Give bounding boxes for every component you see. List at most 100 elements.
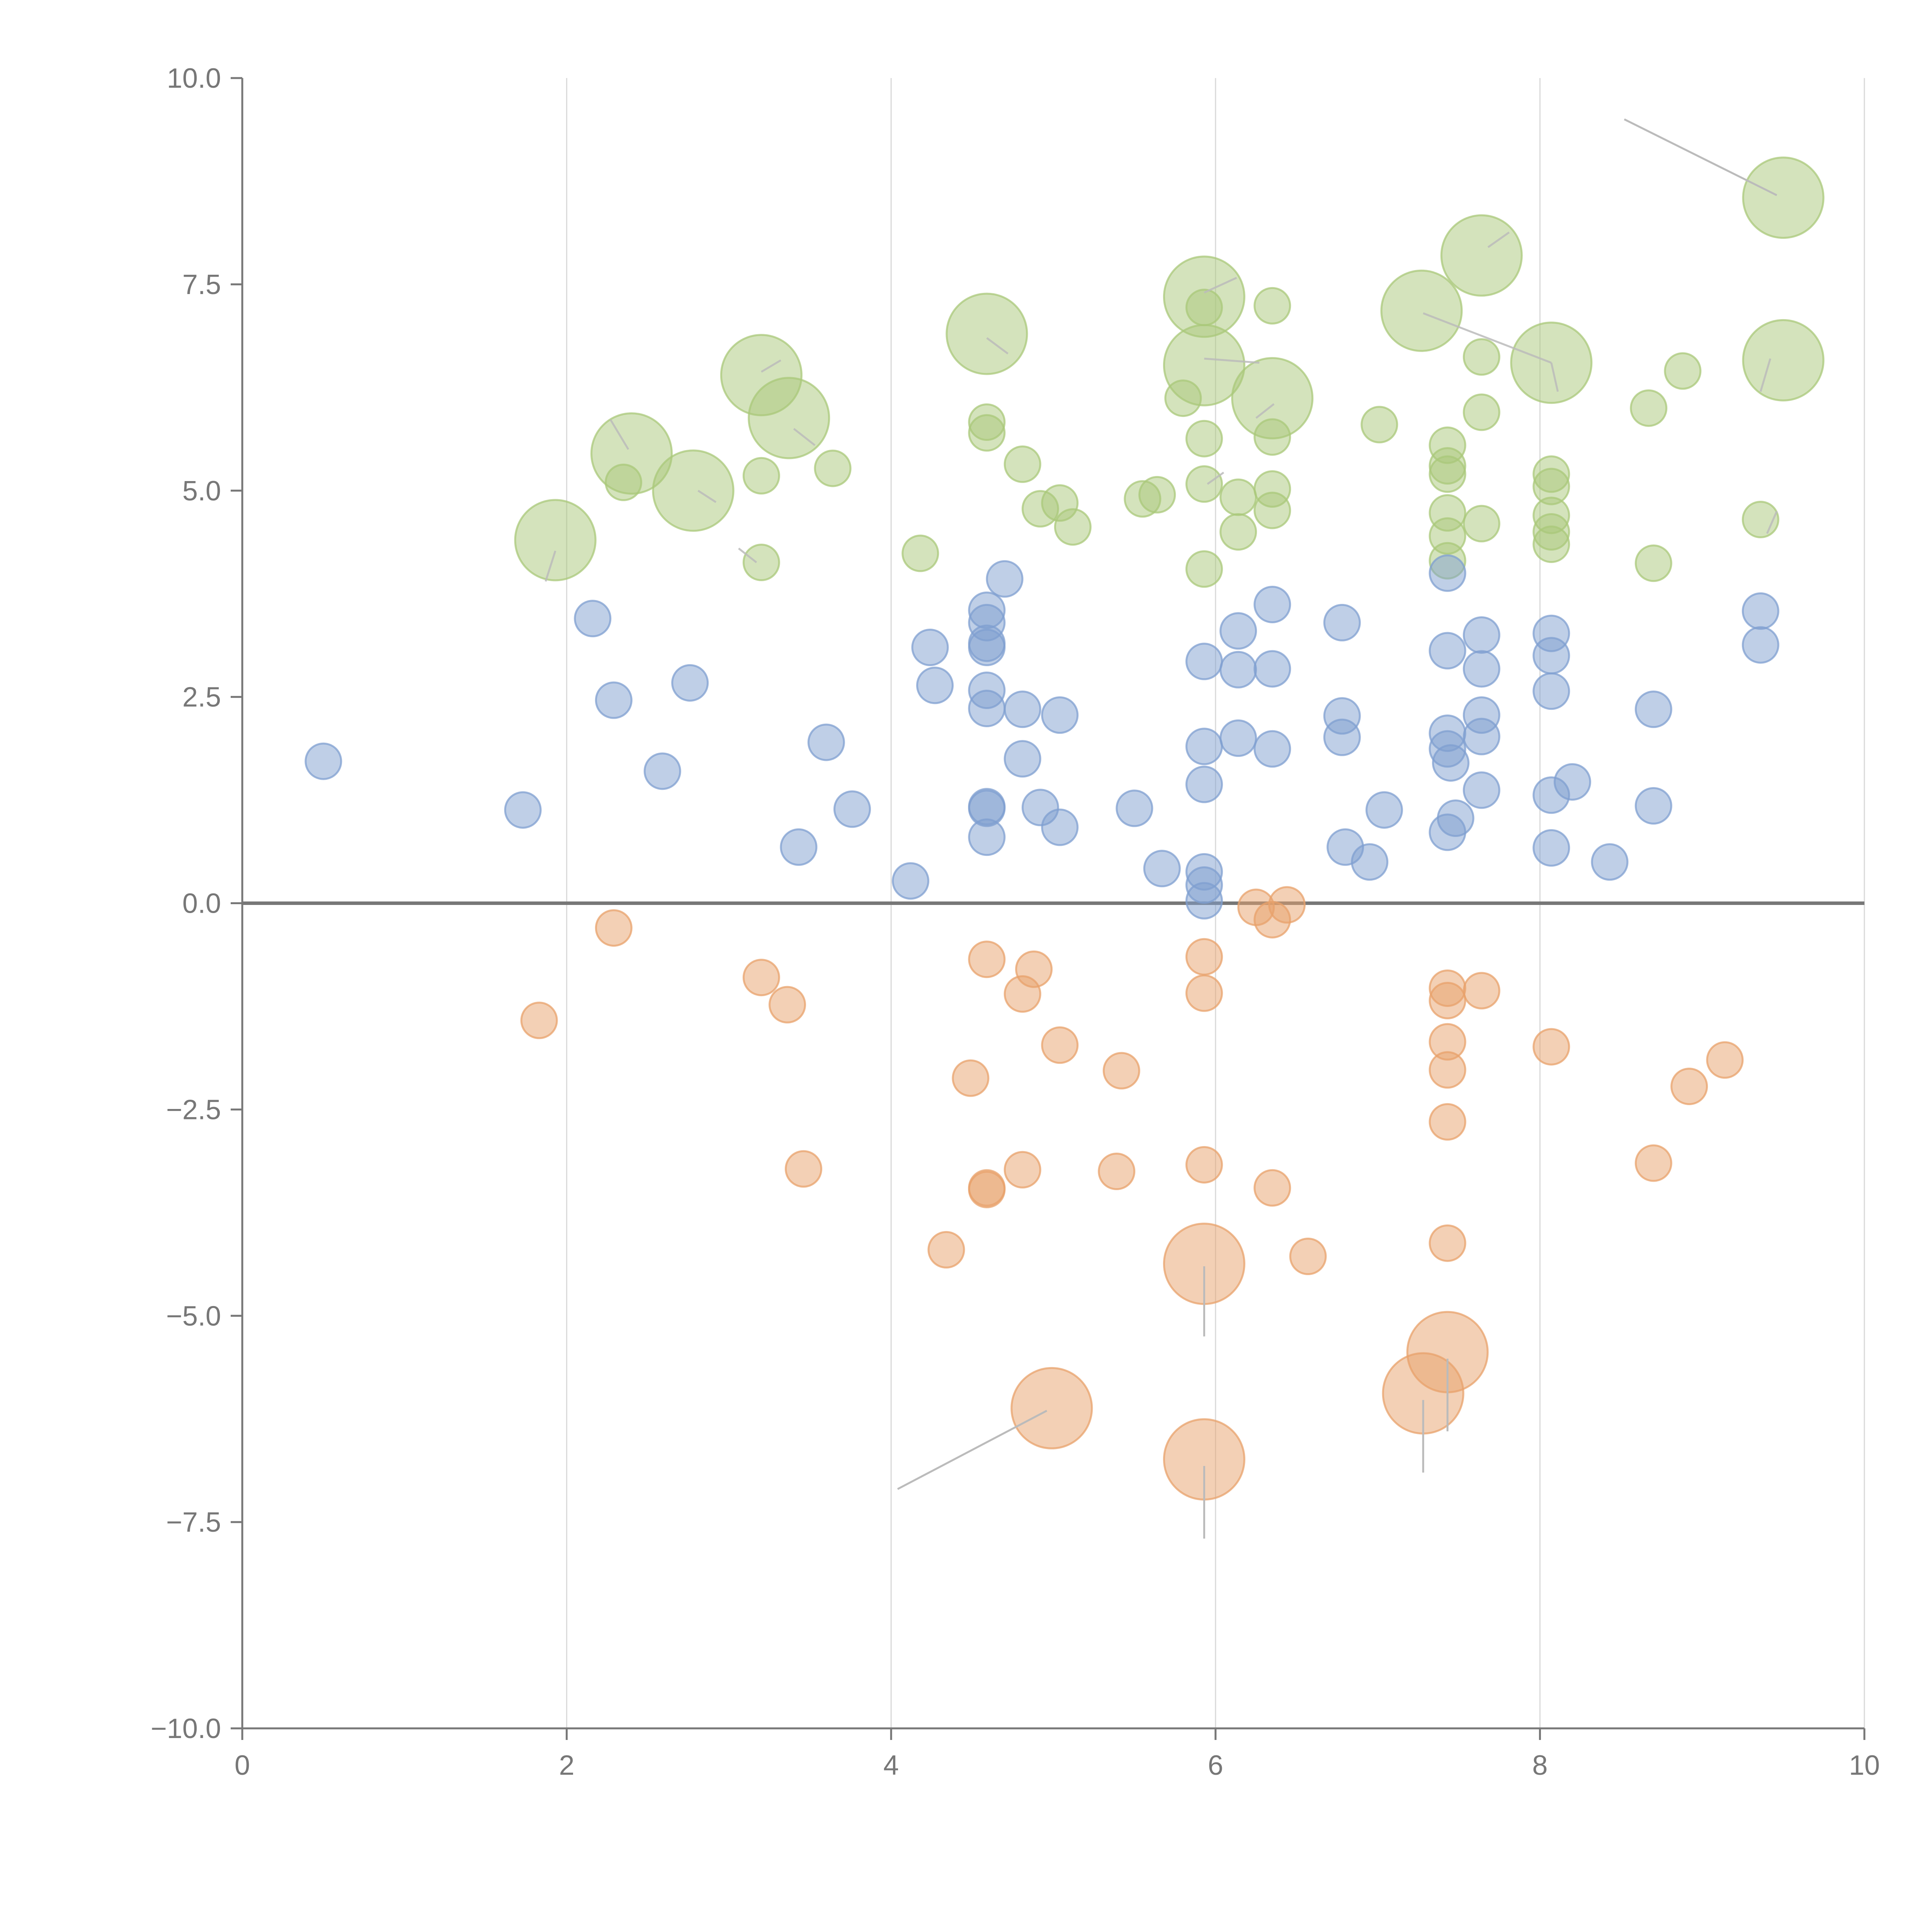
blue-bubble-48 (1429, 632, 1466, 670)
leader-line-8 (761, 359, 782, 373)
bubbles (304, 156, 1825, 1501)
blue-bubble-63 (1553, 763, 1591, 801)
blue-bubble-26 (1041, 808, 1079, 846)
y-tick-label-1: 7.5 (182, 269, 221, 300)
green-bubble-54 (1664, 352, 1702, 390)
orange-bubble-7 (742, 959, 780, 997)
orange-bubble-10 (927, 1231, 965, 1269)
blue-bubble-55 (1463, 650, 1500, 688)
blue-bubble-69 (1742, 626, 1779, 664)
green-bubble-20 (968, 414, 1006, 452)
axes (231, 77, 1866, 1740)
green-bubble-33 (1219, 513, 1257, 551)
leader-line-20 (1207, 471, 1225, 485)
leader-line-0 (1624, 118, 1777, 196)
green-bubble-28 (1185, 289, 1223, 327)
blue-bubble-31 (1185, 765, 1223, 803)
green-bubble-9 (1380, 269, 1463, 352)
green-bubble-0 (514, 499, 597, 582)
orange-bubble-18 (1041, 1026, 1079, 1064)
orange-bubble-11 (952, 1059, 990, 1097)
blue-bubble-47 (1429, 554, 1466, 592)
blue-bubble-54 (1463, 616, 1500, 654)
blue-bubble-68 (1742, 592, 1779, 630)
blue-bubble-29 (1185, 643, 1223, 680)
leader-line-17 (1759, 358, 1771, 392)
blue-bubble-7 (807, 723, 845, 761)
green-bubble-13 (1742, 319, 1825, 401)
leader-line-1 (897, 1410, 1048, 1490)
blue-bubble-45 (1351, 843, 1389, 881)
green-bubble-41 (1429, 455, 1466, 493)
blue-bubble-23 (1003, 740, 1041, 778)
green-bubble-45 (1463, 338, 1500, 376)
blue-bubble-38 (1253, 585, 1291, 623)
green-bubble-32 (1219, 478, 1257, 516)
orange-bubble-6 (595, 909, 633, 947)
green-bubble-53 (1630, 389, 1668, 427)
green-bubble-26 (1138, 476, 1176, 514)
blue-bubble-51 (1432, 744, 1470, 782)
blue-bubble-34 (1185, 882, 1223, 920)
green-bubble-14 (605, 463, 643, 501)
orange-bubble-37 (1634, 1144, 1672, 1182)
green-bubble-24 (1054, 508, 1092, 546)
green-bubble-38 (1361, 406, 1398, 444)
blue-bubble-10 (911, 628, 949, 666)
y-tick-label-5: −2.5 (166, 1094, 221, 1125)
green-bubble-35 (1253, 418, 1291, 456)
blue-bubble-1 (504, 791, 542, 829)
orange-bubble-16 (1003, 1151, 1041, 1189)
y-tick-label-4: 0.0 (182, 888, 221, 919)
green-bubble-52 (1532, 526, 1570, 563)
blue-bubble-65 (1591, 843, 1629, 881)
green-bubble-55 (1634, 544, 1672, 582)
leader-line-6 (609, 419, 629, 450)
blue-bubble-3 (595, 681, 633, 719)
blue-bubble-6 (780, 828, 818, 866)
orange-bubble-21 (1185, 938, 1223, 976)
orange-bubble-17 (1015, 950, 1053, 988)
green-bubble-17 (814, 449, 852, 487)
blue-bubble-64 (1532, 829, 1570, 867)
blue-bubble-11 (916, 667, 954, 704)
blue-bubble-5 (671, 664, 709, 702)
blue-bubble-61 (1532, 672, 1570, 710)
y-tick-label-0: 10.0 (167, 63, 221, 94)
orange-bubble-14 (968, 1171, 1006, 1209)
blue-bubble-36 (1219, 651, 1257, 689)
blue-bubble-4 (643, 752, 681, 790)
green-bubble-10 (1440, 214, 1523, 297)
y-tick-label-3: 2.5 (182, 682, 221, 713)
blue-bubble-46 (1365, 791, 1403, 829)
leader-lines (544, 118, 1778, 1539)
orange-bubble-8 (769, 986, 806, 1024)
tick-labels: 10.0 7.5 5.0 2.5 0.0 −2.5 −5.0 −7.5 −10.0 0 2 4 6 8 10 (151, 63, 1880, 1781)
green-bubble-31 (1185, 550, 1223, 588)
blue-bubble-60 (1532, 637, 1570, 675)
orange-bubble-20 (1102, 1052, 1140, 1090)
blue-bubble-25 (1041, 696, 1079, 734)
leader-line-18 (697, 490, 717, 503)
leader-line-15 (1487, 231, 1510, 248)
blue-bubble-67 (1634, 787, 1672, 825)
leader-line-9 (793, 428, 816, 446)
blue-bubble-22 (1003, 690, 1041, 728)
blue-bubble-27 (1116, 789, 1153, 827)
orange-bubble-0 (1010, 1367, 1093, 1449)
blue-bubble-9 (892, 862, 930, 900)
green-bubble-18 (901, 534, 939, 572)
blue-bubble-21 (986, 560, 1024, 598)
green-bubble-29 (1185, 420, 1223, 457)
blue-bubble-39 (1253, 650, 1291, 688)
orange-bubble-27 (1253, 1169, 1291, 1207)
blue-bubble-8 (833, 790, 871, 828)
leader-line-21 (1766, 511, 1778, 534)
green-bubble-5 (946, 293, 1028, 375)
orange-bubble-39 (1706, 1041, 1744, 1079)
blue-bubble-43 (1323, 718, 1361, 756)
orange-bubble-33 (1429, 1103, 1466, 1141)
green-bubble-27 (1164, 379, 1202, 417)
blue-bubble-57 (1463, 718, 1500, 755)
